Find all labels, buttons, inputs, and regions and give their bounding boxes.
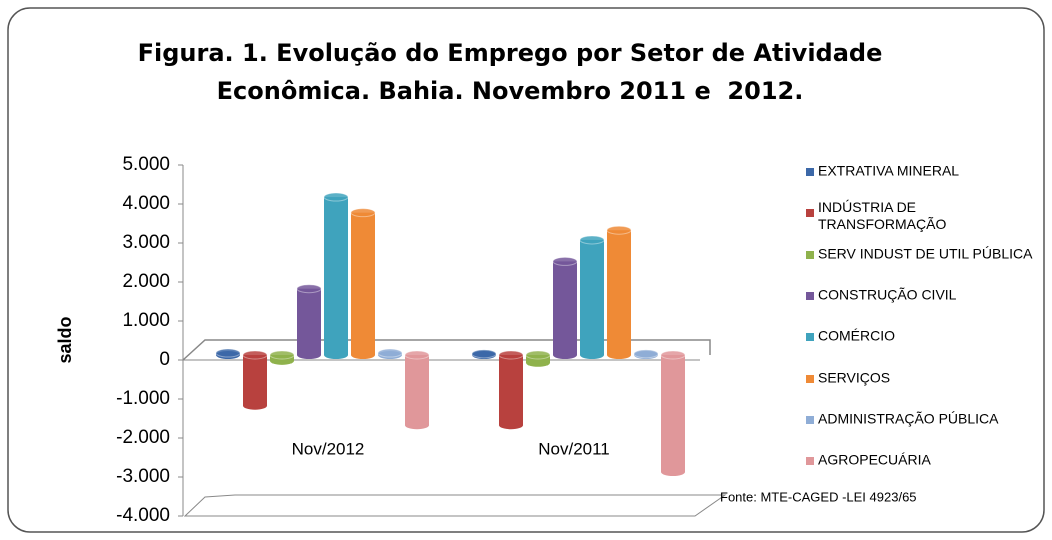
bar-bottom [607,351,631,359]
bar-cap [525,350,551,360]
bar [324,197,348,355]
legend-label: SERVIÇOS [818,370,890,386]
legend-label: ADMINISTRAÇÃO PÚBLICA [818,411,999,427]
bar-bottom [553,351,577,359]
legend-swatch [806,457,814,465]
y-tick-label: -2.000 [116,427,170,448]
bar [607,230,631,355]
y-tick-label: 4.000 [122,193,170,214]
bar [553,261,577,355]
y-axis-label: saldo [55,316,75,363]
bar-bottom [270,356,294,365]
chart-title: Figura. 1. Evolução do Emprego por Setor… [137,39,891,105]
legend-swatch [806,209,814,217]
legend-swatch [806,292,814,300]
x-tick-label: Nov/2012 [292,439,365,458]
x-tick-label: Nov/2011 [538,439,610,458]
legend-label: AGROPECUÁRIA [818,452,931,468]
legend-swatch [806,168,814,176]
bar-cap [579,235,605,245]
legend-label: INDÚSTRIA DE TRANSFORMAÇÃO [818,199,946,232]
bar-cap [323,192,349,202]
bar-cap [552,256,578,266]
zero-plane [182,339,711,361]
bar-bottom [351,351,375,359]
bar-bottom [243,401,267,410]
bar-cap [215,348,241,358]
bar-cap [660,350,686,360]
bar [580,239,604,355]
bar [243,355,267,406]
bar-cap [269,350,295,360]
bar-bottom [499,421,523,430]
bar-cap [404,350,430,360]
legend-label: EXTRATIVA MINERAL [818,163,959,179]
y-tick-label: 0 [159,349,170,370]
source: Fonte: MTE-CAGED -LEI 4923/65 [720,489,917,504]
legend-label: CONSTRUÇÃO CIVIL [818,287,957,303]
bar [499,355,523,426]
y-tick-label: -1.000 [116,388,170,409]
bar-cap [633,349,659,359]
bar-bottom [580,351,604,359]
y-tick-label: -3.000 [116,466,170,487]
legend-label-line: INDÚSTRIA DE [818,199,916,215]
legend-label: SERV INDUST DE UTIL PÚBLICA [818,246,1033,262]
bar-cap [296,284,322,294]
bar-bottom [661,468,685,476]
bar-cap [377,348,403,358]
bar-bottom [324,351,348,359]
bar [297,288,321,355]
bar-bottom [526,358,550,367]
bar-bottom [405,421,429,430]
y-tick-label: 3.000 [122,232,170,253]
bar [351,212,375,355]
legend-label: COMÉRCIO [818,328,895,344]
bar-cap [350,208,376,218]
bar-bottom [297,351,321,359]
legend-swatch [806,333,814,341]
legend-swatch [806,416,814,424]
bar [661,355,685,472]
y-tick-label: 2.000 [122,271,170,292]
y-tick-label: -4.000 [116,505,170,526]
bar-cap [242,350,268,360]
legend-swatch [806,251,814,259]
y-tick-label: 1.000 [122,310,170,331]
floor [183,494,727,517]
bar-cap [471,349,497,359]
y-tick-label: 5.000 [122,154,170,175]
bar [405,355,429,426]
bar-cap [498,350,524,360]
legend-swatch [806,375,814,383]
bar-cap [606,225,632,235]
legend-label-line: TRANSFORMAÇÃO [818,216,946,232]
